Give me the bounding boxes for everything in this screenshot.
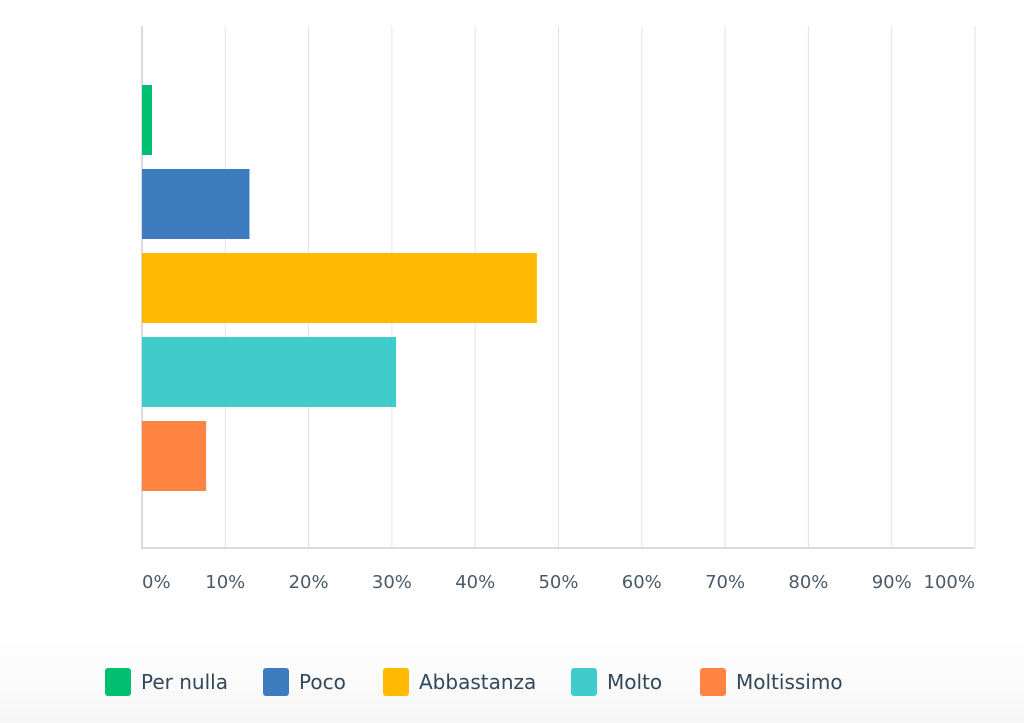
legend-item-molto[interactable]: Molto — [571, 667, 662, 697]
x-tick-label: 0% — [142, 572, 171, 593]
bar-poco — [142, 169, 250, 239]
x-tick-label: 100% — [924, 572, 975, 593]
x-tick-label: 70% — [705, 572, 745, 593]
x-tick-label: 20% — [289, 572, 329, 593]
legend-label-molto: Molto — [607, 670, 663, 694]
legend-label-abbastanza: Abbastanza — [419, 670, 537, 694]
legend-item-per-nulla[interactable]: Per nulla — [105, 667, 228, 697]
bar-molto — [142, 337, 397, 407]
legend-item-poco[interactable]: Poco — [263, 667, 346, 697]
bar-chart: 0% 10% 20% 30% 40% 50% 60% 70% 80% 90% 100% — [141, 26, 976, 593]
bar-moltissimo — [142, 421, 207, 491]
legend-item-abbastanza[interactable]: Abbastanza — [383, 667, 536, 697]
legend-swatch-molto — [571, 668, 597, 696]
legend-swatch-abbastanza — [383, 668, 409, 696]
x-tick-label: 90% — [872, 572, 912, 593]
chart-area: 0% 10% 20% 30% 40% 50% 60% 70% 80% 90% 100% — [141, 26, 976, 593]
legend-label-poco: Poco — [299, 670, 346, 694]
x-tick-label: 10% — [205, 572, 245, 593]
bar-abbastanza — [142, 253, 537, 323]
x-tick-label: 50% — [538, 572, 578, 593]
legend-label-per-nulla: Per nulla — [141, 670, 228, 694]
legend-label-moltissimo: Moltissimo — [736, 670, 843, 694]
legend-swatch-per-nulla — [105, 668, 131, 696]
x-tick-label: 60% — [622, 572, 662, 593]
legend-item-moltissimo[interactable]: Moltissimo — [700, 667, 843, 697]
legend-swatch-moltissimo — [700, 668, 726, 696]
x-tick-label: 40% — [455, 572, 495, 593]
bar-per-nulla — [142, 85, 152, 155]
legend-swatch-poco — [263, 668, 289, 696]
chart-legend: Per nulla Poco Abbastanza Molto Moltissi… — [0, 640, 1024, 723]
x-tick-label: 30% — [372, 572, 412, 593]
x-tick-label: 80% — [788, 572, 828, 593]
